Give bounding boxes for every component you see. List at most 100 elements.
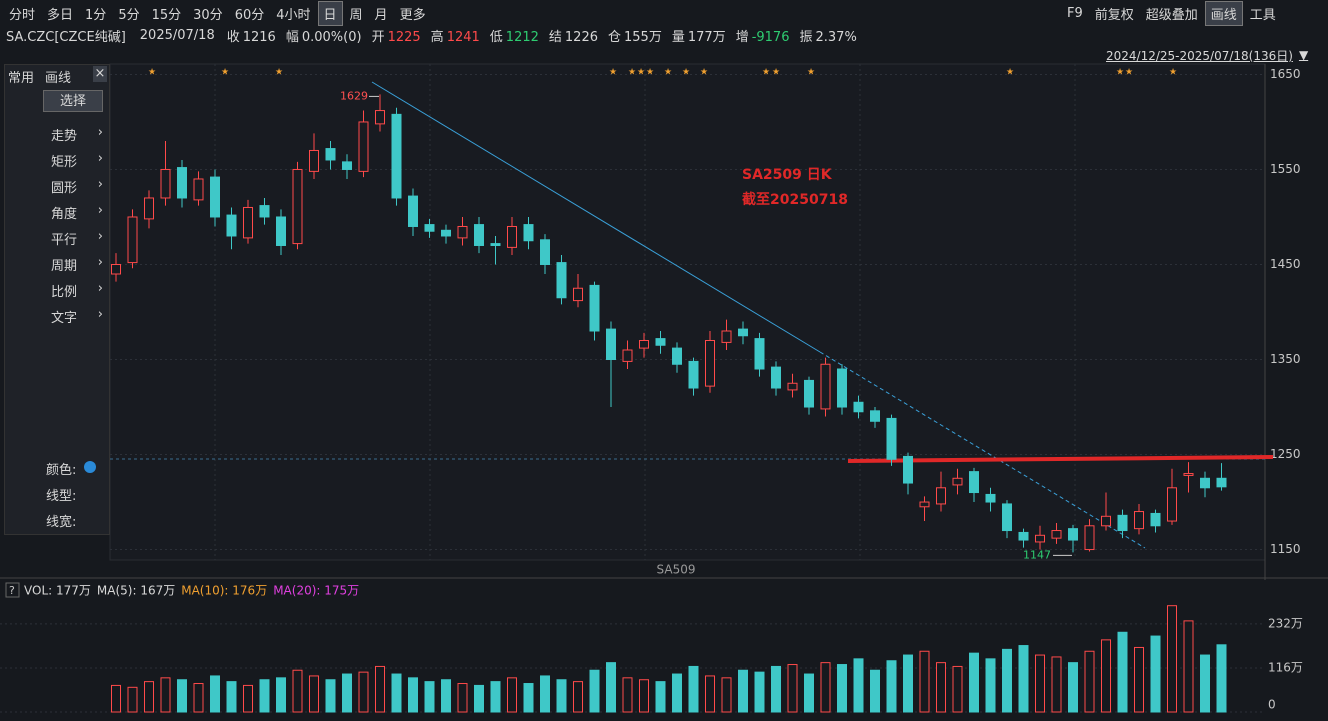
- star: ★: [646, 68, 654, 78]
- volume-bar: [870, 669, 880, 713]
- info-value: 177万: [687, 29, 726, 45]
- volume-bar: [144, 681, 154, 713]
- panel-tab[interactable]: 画线: [45, 71, 72, 86]
- info-field: 仓 155万: [608, 26, 662, 45]
- candle-body: [1051, 530, 1062, 539]
- date-range[interactable]: 2024/12/25-2025/07/18(136日) ▼: [1106, 48, 1309, 63]
- tool-item[interactable]: 矩形 ›: [51, 151, 103, 170]
- select-button[interactable]: 选择: [43, 90, 103, 112]
- close-button[interactable]: ×: [93, 66, 107, 82]
- tool-label: 角度: [51, 207, 78, 222]
- candle-body: [919, 501, 930, 508]
- tool-item[interactable]: 文字 ›: [51, 307, 103, 326]
- period-button[interactable]: 多日: [47, 7, 74, 23]
- tool-button[interactable]: 前复权: [1094, 7, 1134, 23]
- info-value: 1216: [242, 29, 276, 45]
- chevron: ›: [97, 255, 103, 270]
- period-button[interactable]: 4小时: [276, 7, 311, 23]
- period-toolbar: 分时 多日 1分 5分 15分 30分 60分 4小时日周月更多: [4, 0, 433, 26]
- candle-body: [672, 347, 682, 365]
- tool-button[interactable]: F9: [1067, 5, 1083, 21]
- candle-body: [1035, 534, 1045, 543]
- period-button[interactable]: 1分: [85, 7, 107, 23]
- candle-body: [177, 167, 187, 199]
- chevron: ›: [97, 281, 103, 296]
- high-label: 1629: [340, 89, 368, 102]
- tool-button[interactable]: 超级叠加: [1145, 7, 1198, 23]
- volume-bar: [936, 662, 946, 713]
- volume-bar: [771, 665, 781, 713]
- candle-body: [523, 224, 534, 242]
- volume-bar: [919, 650, 930, 713]
- volume-bar: [259, 679, 270, 713]
- tool-item[interactable]: 比例 ›: [51, 281, 103, 300]
- volume-bar: [424, 681, 435, 713]
- candle-body: [1183, 473, 1194, 476]
- tool-button[interactable]: 画线: [1204, 0, 1243, 26]
- volume-bar: [721, 677, 732, 713]
- volume-bar: [853, 658, 864, 713]
- period-button[interactable]: 更多: [399, 7, 426, 23]
- setting-label: 线型:: [46, 489, 77, 504]
- volume-bar: [507, 677, 517, 713]
- star: ★: [609, 68, 617, 78]
- low-label: 1147: [1023, 548, 1051, 561]
- volume-bar: [787, 664, 798, 713]
- volume-bar: [342, 673, 352, 713]
- candle-body: [1134, 511, 1144, 530]
- star: ★: [637, 68, 645, 78]
- panel-tab[interactable]: 常用: [8, 71, 35, 86]
- tool-toolbar: F9 前复权 超级叠加 画线 工具: [1062, 0, 1283, 26]
- star: ★: [1125, 68, 1133, 78]
- volume-bar: [1200, 654, 1210, 713]
- period-button[interactable]: 月: [374, 7, 388, 23]
- chart-title: SA2509 日K: [742, 167, 833, 183]
- y-tick-label: 1450: [1270, 257, 1301, 271]
- tool-item[interactable]: 平行 ›: [51, 229, 103, 248]
- tool-item[interactable]: 走势 ›: [51, 125, 103, 144]
- candle-body: [738, 328, 748, 337]
- period-button[interactable]: 分时: [9, 7, 36, 23]
- period-button[interactable]: 15分: [151, 7, 182, 23]
- period-button[interactable]: 日: [317, 0, 343, 26]
- star: ★: [1116, 68, 1124, 78]
- volume-bar: [309, 675, 319, 713]
- volume-bar: [226, 681, 237, 713]
- volume-bar: [276, 677, 286, 713]
- y-tick-label: 1250: [1270, 447, 1301, 461]
- info-field: 结 1226: [549, 26, 598, 45]
- candle-body: [870, 410, 880, 422]
- volume-bar: [589, 669, 600, 713]
- volume-bar: [1018, 645, 1029, 713]
- tool-item[interactable]: 角度 ›: [51, 203, 103, 222]
- volume-bar: [837, 664, 847, 713]
- y-tick-label: 1350: [1270, 352, 1301, 366]
- info-label: 开: [371, 29, 385, 45]
- range-text: 2024/12/25-2025/07/18(136日): [1106, 48, 1293, 63]
- tool-item[interactable]: 圆形 ›: [51, 177, 103, 196]
- period-button[interactable]: 30分: [193, 7, 223, 23]
- tool-button[interactable]: 工具: [1249, 7, 1276, 23]
- color-dot[interactable]: [84, 461, 96, 473]
- period-button[interactable]: 5分: [118, 7, 140, 23]
- period-button[interactable]: 周: [349, 7, 363, 23]
- tool-item[interactable]: 周期 ›: [51, 255, 103, 274]
- volume-bar: [127, 686, 138, 713]
- info-value: 0.00%(0): [301, 29, 362, 45]
- info-field: 高 1241: [431, 26, 480, 45]
- volume-bar: [358, 671, 369, 713]
- candle-body: [936, 487, 946, 505]
- y-tick-label: 1650: [1270, 67, 1301, 81]
- volume-bar: [672, 673, 682, 713]
- candle-body: [160, 168, 171, 199]
- candle-body: [903, 455, 913, 484]
- candle-body: [457, 225, 468, 239]
- candle-body: [1002, 503, 1012, 532]
- y-tick-label: 0: [1268, 698, 1276, 712]
- star: ★: [762, 68, 770, 78]
- candle-body: [276, 216, 286, 246]
- volume-bar: [177, 679, 187, 713]
- period-button[interactable]: 60分: [234, 7, 265, 23]
- star: ★: [807, 68, 815, 78]
